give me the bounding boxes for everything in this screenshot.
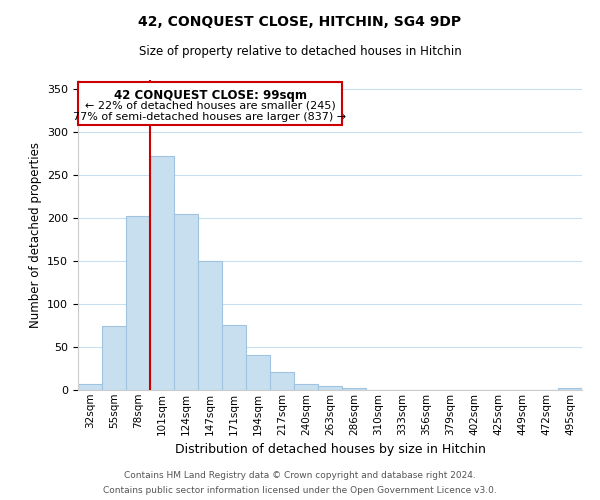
Bar	[558, 388, 582, 390]
Text: 42, CONQUEST CLOSE, HITCHIN, SG4 9DP: 42, CONQUEST CLOSE, HITCHIN, SG4 9DP	[139, 15, 461, 29]
Bar	[126, 216, 150, 390]
Bar	[78, 384, 102, 390]
Text: Size of property relative to detached houses in Hitchin: Size of property relative to detached ho…	[139, 45, 461, 58]
Bar	[318, 386, 342, 390]
Bar	[222, 326, 246, 390]
FancyBboxPatch shape	[78, 82, 342, 125]
Bar	[102, 326, 126, 390]
Bar	[294, 384, 318, 390]
Text: Contains public sector information licensed under the Open Government Licence v3: Contains public sector information licen…	[103, 486, 497, 495]
Bar	[150, 156, 174, 390]
Bar	[270, 372, 294, 390]
Text: Contains HM Land Registry data © Crown copyright and database right 2024.: Contains HM Land Registry data © Crown c…	[124, 471, 476, 480]
Bar	[198, 261, 222, 390]
Bar	[174, 214, 198, 390]
Y-axis label: Number of detached properties: Number of detached properties	[29, 142, 41, 328]
Text: 77% of semi-detached houses are larger (837) →: 77% of semi-detached houses are larger (…	[73, 112, 347, 122]
Text: ← 22% of detached houses are smaller (245): ← 22% of detached houses are smaller (24…	[85, 100, 335, 110]
Bar	[342, 388, 366, 390]
X-axis label: Distribution of detached houses by size in Hitchin: Distribution of detached houses by size …	[175, 443, 485, 456]
Text: 42 CONQUEST CLOSE: 99sqm: 42 CONQUEST CLOSE: 99sqm	[113, 88, 307, 102]
Bar	[246, 354, 270, 390]
